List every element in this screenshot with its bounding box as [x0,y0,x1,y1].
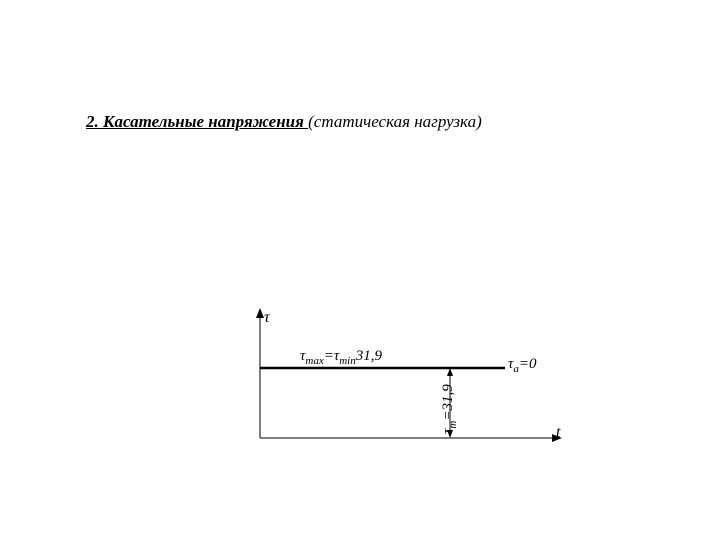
diagram-svg [250,308,570,448]
tau-m-prefix: τ [440,429,456,434]
tau-max-sub: max [305,355,323,367]
title-underlined: 2. Касательные напряжения [86,112,308,131]
title-plain: (статическая нагрузка) [308,112,482,131]
tau-m-sub: m [447,421,459,429]
x-axis-label: t [556,424,560,442]
tau-min-sub: min [339,355,356,367]
y-axis-label: τ [264,309,270,327]
tau-max-min-value: 31,9 [356,348,382,364]
y-axis-arrow [256,308,264,318]
tau-a-label: τa=0 [508,356,537,375]
tau-m-eq: =31,9 [440,384,456,420]
page: 2. Касательные напряжения (статическая н… [0,0,720,540]
stress-diagram: τ t τmax=τmin31,9 τa=0 τm=31,9 [250,308,570,442]
tau-m-label: τm=31,9 [440,384,459,434]
tau-max-min-label: τmax=τmin31,9 [300,348,382,367]
tau-eq1: = [324,348,334,364]
tau-a-eq: =0 [519,356,537,372]
section-title: 2. Касательные напряжения (статическая н… [86,112,482,132]
